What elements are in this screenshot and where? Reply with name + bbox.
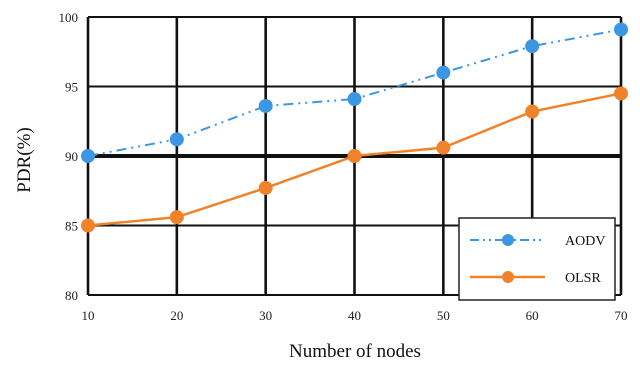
data-point-olsr	[525, 104, 540, 119]
y-tick-label: 95	[65, 80, 78, 95]
data-point-aodv	[525, 39, 540, 54]
series-layer	[81, 22, 628, 233]
y-tick-label: 85	[65, 219, 78, 234]
data-point-aodv	[258, 98, 273, 113]
data-point-aodv	[169, 132, 184, 147]
data-point-olsr	[347, 149, 362, 163]
y-tick-label: 90	[65, 149, 78, 164]
x-tick-label: 50	[437, 308, 450, 323]
legend-box	[458, 217, 616, 301]
x-tick-label: 10	[82, 308, 95, 323]
data-point-olsr	[258, 180, 273, 195]
data-point-olsr	[614, 86, 628, 101]
legend: AODV OLSR	[458, 217, 616, 301]
legend-aodv-label: AODV	[565, 234, 605, 249]
data-point-olsr	[169, 210, 184, 225]
data-point-olsr	[81, 218, 95, 233]
legend-aodv-marker	[502, 234, 514, 246]
legend-olsr-marker	[502, 271, 514, 283]
tick-labels: 10 20 30 40 50 60 70 80 85 90 95 100	[59, 10, 628, 323]
x-axis-label: Number of nodes	[289, 341, 421, 362]
x-tick-label: 20	[170, 308, 183, 323]
data-point-aodv	[81, 149, 95, 163]
y-tick-label: 80	[65, 288, 78, 303]
x-tick-label: 30	[259, 308, 272, 323]
x-tick-label: 40	[348, 308, 361, 323]
y-axis-label: PDR(%)	[14, 127, 35, 192]
y-tick-label: 100	[59, 10, 79, 25]
data-point-aodv	[436, 65, 451, 80]
legend-olsr-label: OLSR	[565, 271, 601, 286]
x-tick-label: 60	[526, 308, 539, 323]
data-point-olsr	[436, 140, 451, 155]
data-point-aodv	[347, 92, 362, 107]
data-point-aodv	[614, 22, 628, 37]
x-tick-label: 70	[615, 308, 628, 323]
